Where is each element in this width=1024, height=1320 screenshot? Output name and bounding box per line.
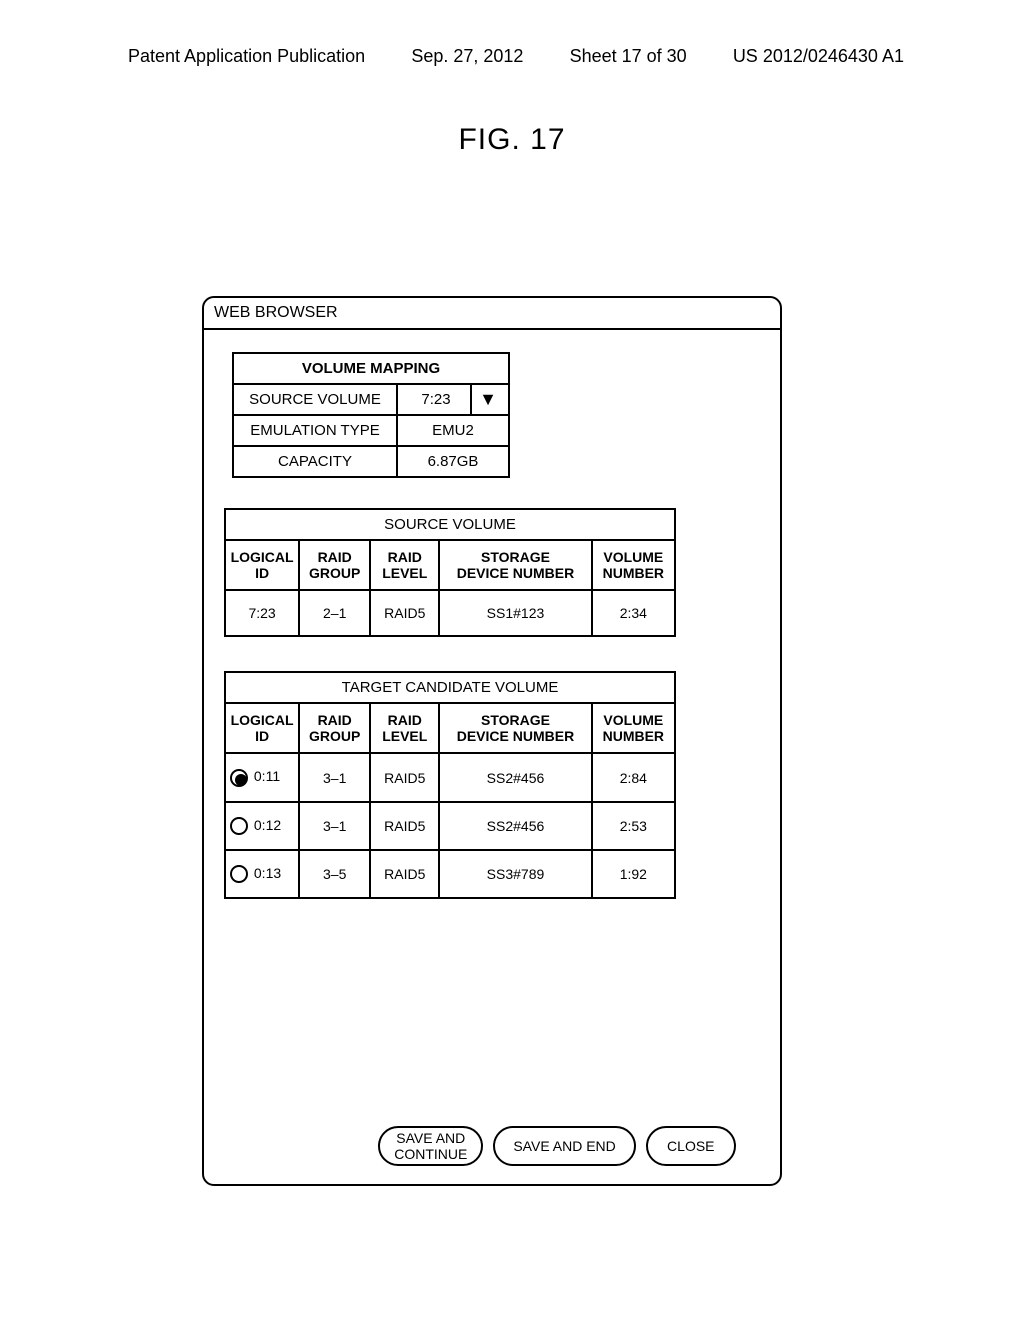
tgt-group: 3–5 bbox=[299, 850, 370, 898]
tgt-col-volnum: VOLUMENUMBER bbox=[592, 703, 675, 753]
pub-left: Patent Application Publication bbox=[128, 46, 365, 67]
radio-icon[interactable] bbox=[230, 865, 248, 883]
pub-date: Sep. 27, 2012 bbox=[411, 46, 523, 67]
src-col-logical: LOGICALID bbox=[225, 540, 299, 590]
pub-no: US 2012/0246430 A1 bbox=[733, 46, 904, 67]
volume-mapping-caption: VOLUME MAPPING bbox=[233, 353, 509, 384]
vm-cap-value: 6.87GB bbox=[397, 446, 509, 477]
volume-mapping-table: VOLUME MAPPING SOURCE VOLUME 7:23 ▼ EMULA… bbox=[232, 352, 510, 478]
target-candidate-table: TARGET CANDIDATE VOLUME LOGICALID RAIDGR… bbox=[224, 671, 676, 899]
button-row: SAVE ANDCONTINUE SAVE AND END CLOSE bbox=[204, 1126, 910, 1166]
tgt-logical[interactable]: 0:11 bbox=[225, 753, 299, 801]
table-row[interactable]: 0:13 3–5 RAID5 SS3#789 1:92 bbox=[225, 850, 675, 898]
tgt-volnum: 1:92 bbox=[592, 850, 675, 898]
tgt-level: RAID5 bbox=[370, 802, 439, 850]
source-volume-table: SOURCE VOLUME LOGICALID RAIDGROUP RAIDLE… bbox=[224, 508, 676, 637]
tgt-logical-val: 0:12 bbox=[254, 817, 281, 833]
src-col-device: STORAGEDEVICE NUMBER bbox=[439, 540, 591, 590]
tgt-group: 3–1 bbox=[299, 802, 370, 850]
figure-label: FIG. 17 bbox=[0, 123, 1024, 157]
window-title: WEB BROWSER bbox=[204, 298, 780, 330]
tgt-device: SS3#789 bbox=[439, 850, 591, 898]
save-end-button[interactable]: SAVE AND END bbox=[493, 1126, 635, 1166]
chevron-down-icon: ▼ bbox=[479, 389, 497, 409]
src-col-level: RAIDLEVEL bbox=[370, 540, 439, 590]
tgt-volnum: 2:84 bbox=[592, 753, 675, 801]
tgt-col-logical: LOGICALID bbox=[225, 703, 299, 753]
tgt-col-level: RAIDLEVEL bbox=[370, 703, 439, 753]
target-caption: TARGET CANDIDATE VOLUME bbox=[224, 671, 676, 702]
src-group: 2–1 bbox=[299, 590, 370, 636]
tgt-logical-val: 0:11 bbox=[254, 768, 280, 784]
tgt-device: SS2#456 bbox=[439, 753, 591, 801]
save-continue-button[interactable]: SAVE ANDCONTINUE bbox=[378, 1126, 483, 1166]
vm-emu-label: EMULATION TYPE bbox=[233, 415, 397, 446]
vm-cap-label: CAPACITY bbox=[233, 446, 397, 477]
vm-source-value: 7:23 bbox=[402, 385, 472, 414]
vm-source-label: SOURCE VOLUME bbox=[233, 384, 397, 415]
src-col-group: RAIDGROUP bbox=[299, 540, 370, 590]
tgt-group: 3–1 bbox=[299, 753, 370, 801]
src-col-volnum: VOLUMENUMBER bbox=[592, 540, 675, 590]
radio-icon[interactable] bbox=[230, 769, 248, 787]
table-row[interactable]: 0:11 3–1 RAID5 SS2#456 2:84 bbox=[225, 753, 675, 801]
source-caption: SOURCE VOLUME bbox=[224, 508, 676, 539]
src-device: SS1#123 bbox=[439, 590, 591, 636]
table-row: 7:23 2–1 RAID5 SS1#123 2:34 bbox=[225, 590, 675, 636]
tgt-level: RAID5 bbox=[370, 753, 439, 801]
tgt-logical[interactable]: 0:13 bbox=[225, 850, 299, 898]
src-logical: 7:23 bbox=[225, 590, 299, 636]
radio-icon[interactable] bbox=[230, 817, 248, 835]
close-button[interactable]: CLOSE bbox=[646, 1126, 736, 1166]
browser-window: WEB BROWSER VOLUME MAPPING SOURCE VOLUME… bbox=[202, 296, 782, 1186]
tgt-level: RAID5 bbox=[370, 850, 439, 898]
table-row[interactable]: 0:12 3–1 RAID5 SS2#456 2:53 bbox=[225, 802, 675, 850]
window-body: VOLUME MAPPING SOURCE VOLUME 7:23 ▼ EMULA… bbox=[204, 330, 780, 899]
src-volnum: 2:34 bbox=[592, 590, 675, 636]
tgt-device: SS2#456 bbox=[439, 802, 591, 850]
src-level: RAID5 bbox=[370, 590, 439, 636]
page-header: Patent Application Publication Sep. 27, … bbox=[0, 0, 1024, 67]
vm-source-dropdown[interactable]: 7:23 ▼ bbox=[397, 384, 509, 415]
tgt-logical-val: 0:13 bbox=[254, 865, 281, 881]
tgt-logical[interactable]: 0:12 bbox=[225, 802, 299, 850]
dropdown-icon[interactable]: ▼ bbox=[472, 390, 504, 409]
tgt-col-group: RAIDGROUP bbox=[299, 703, 370, 753]
tgt-volnum: 2:53 bbox=[592, 802, 675, 850]
pub-sheet: Sheet 17 of 30 bbox=[570, 46, 687, 67]
vm-emu-value: EMU2 bbox=[397, 415, 509, 446]
tgt-col-device: STORAGEDEVICE NUMBER bbox=[439, 703, 591, 753]
